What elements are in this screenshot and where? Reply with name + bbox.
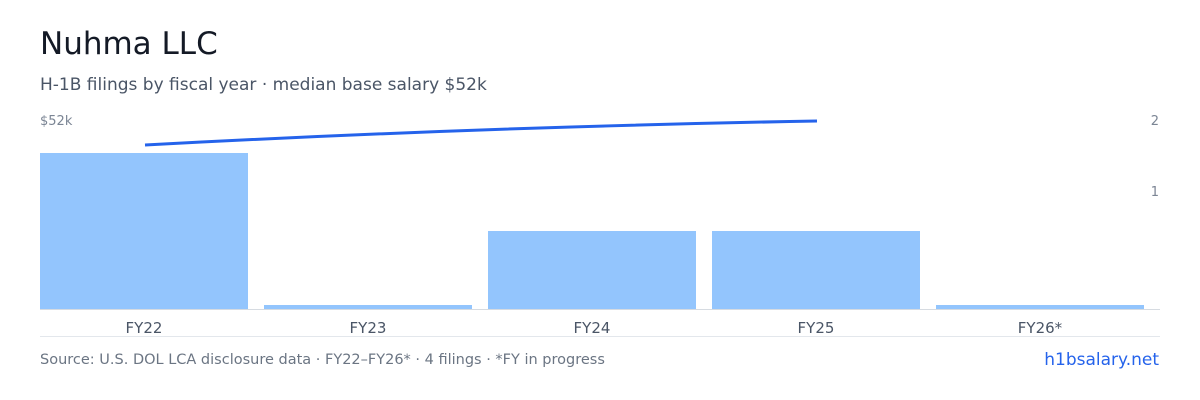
bar-fy26 — [936, 305, 1144, 309]
chart-subtitle: H-1B filings by fiscal year · median bas… — [40, 75, 487, 95]
x-tick-label: FY24 — [574, 319, 611, 337]
x-tick-label: FY23 — [350, 319, 387, 337]
x-tick-label: FY25 — [798, 319, 835, 337]
bar-fy23 — [264, 305, 472, 309]
x-tick-label: FY22 — [126, 319, 163, 337]
median-salary-line — [144, 119, 818, 147]
chart-title: Nuhma LLC — [40, 26, 218, 62]
bar-line-chart: FY22 FY23 FY24 FY25 FY26* $52k 2 1 — [40, 114, 1160, 337]
right-axis-tick: 2 — [1151, 114, 1159, 129]
x-tick-label: FY26* — [1018, 319, 1063, 337]
bar-fy24 — [488, 231, 696, 309]
bar-fy22 — [40, 153, 248, 309]
source-note: Source: U.S. DOL LCA disclosure data · F… — [40, 352, 605, 368]
left-axis-label: $52k — [40, 114, 73, 129]
right-axis-tick: 1 — [1151, 185, 1159, 200]
bar-fy25 — [712, 231, 920, 309]
brand-link[interactable]: h1bsalary.net — [1044, 350, 1159, 370]
